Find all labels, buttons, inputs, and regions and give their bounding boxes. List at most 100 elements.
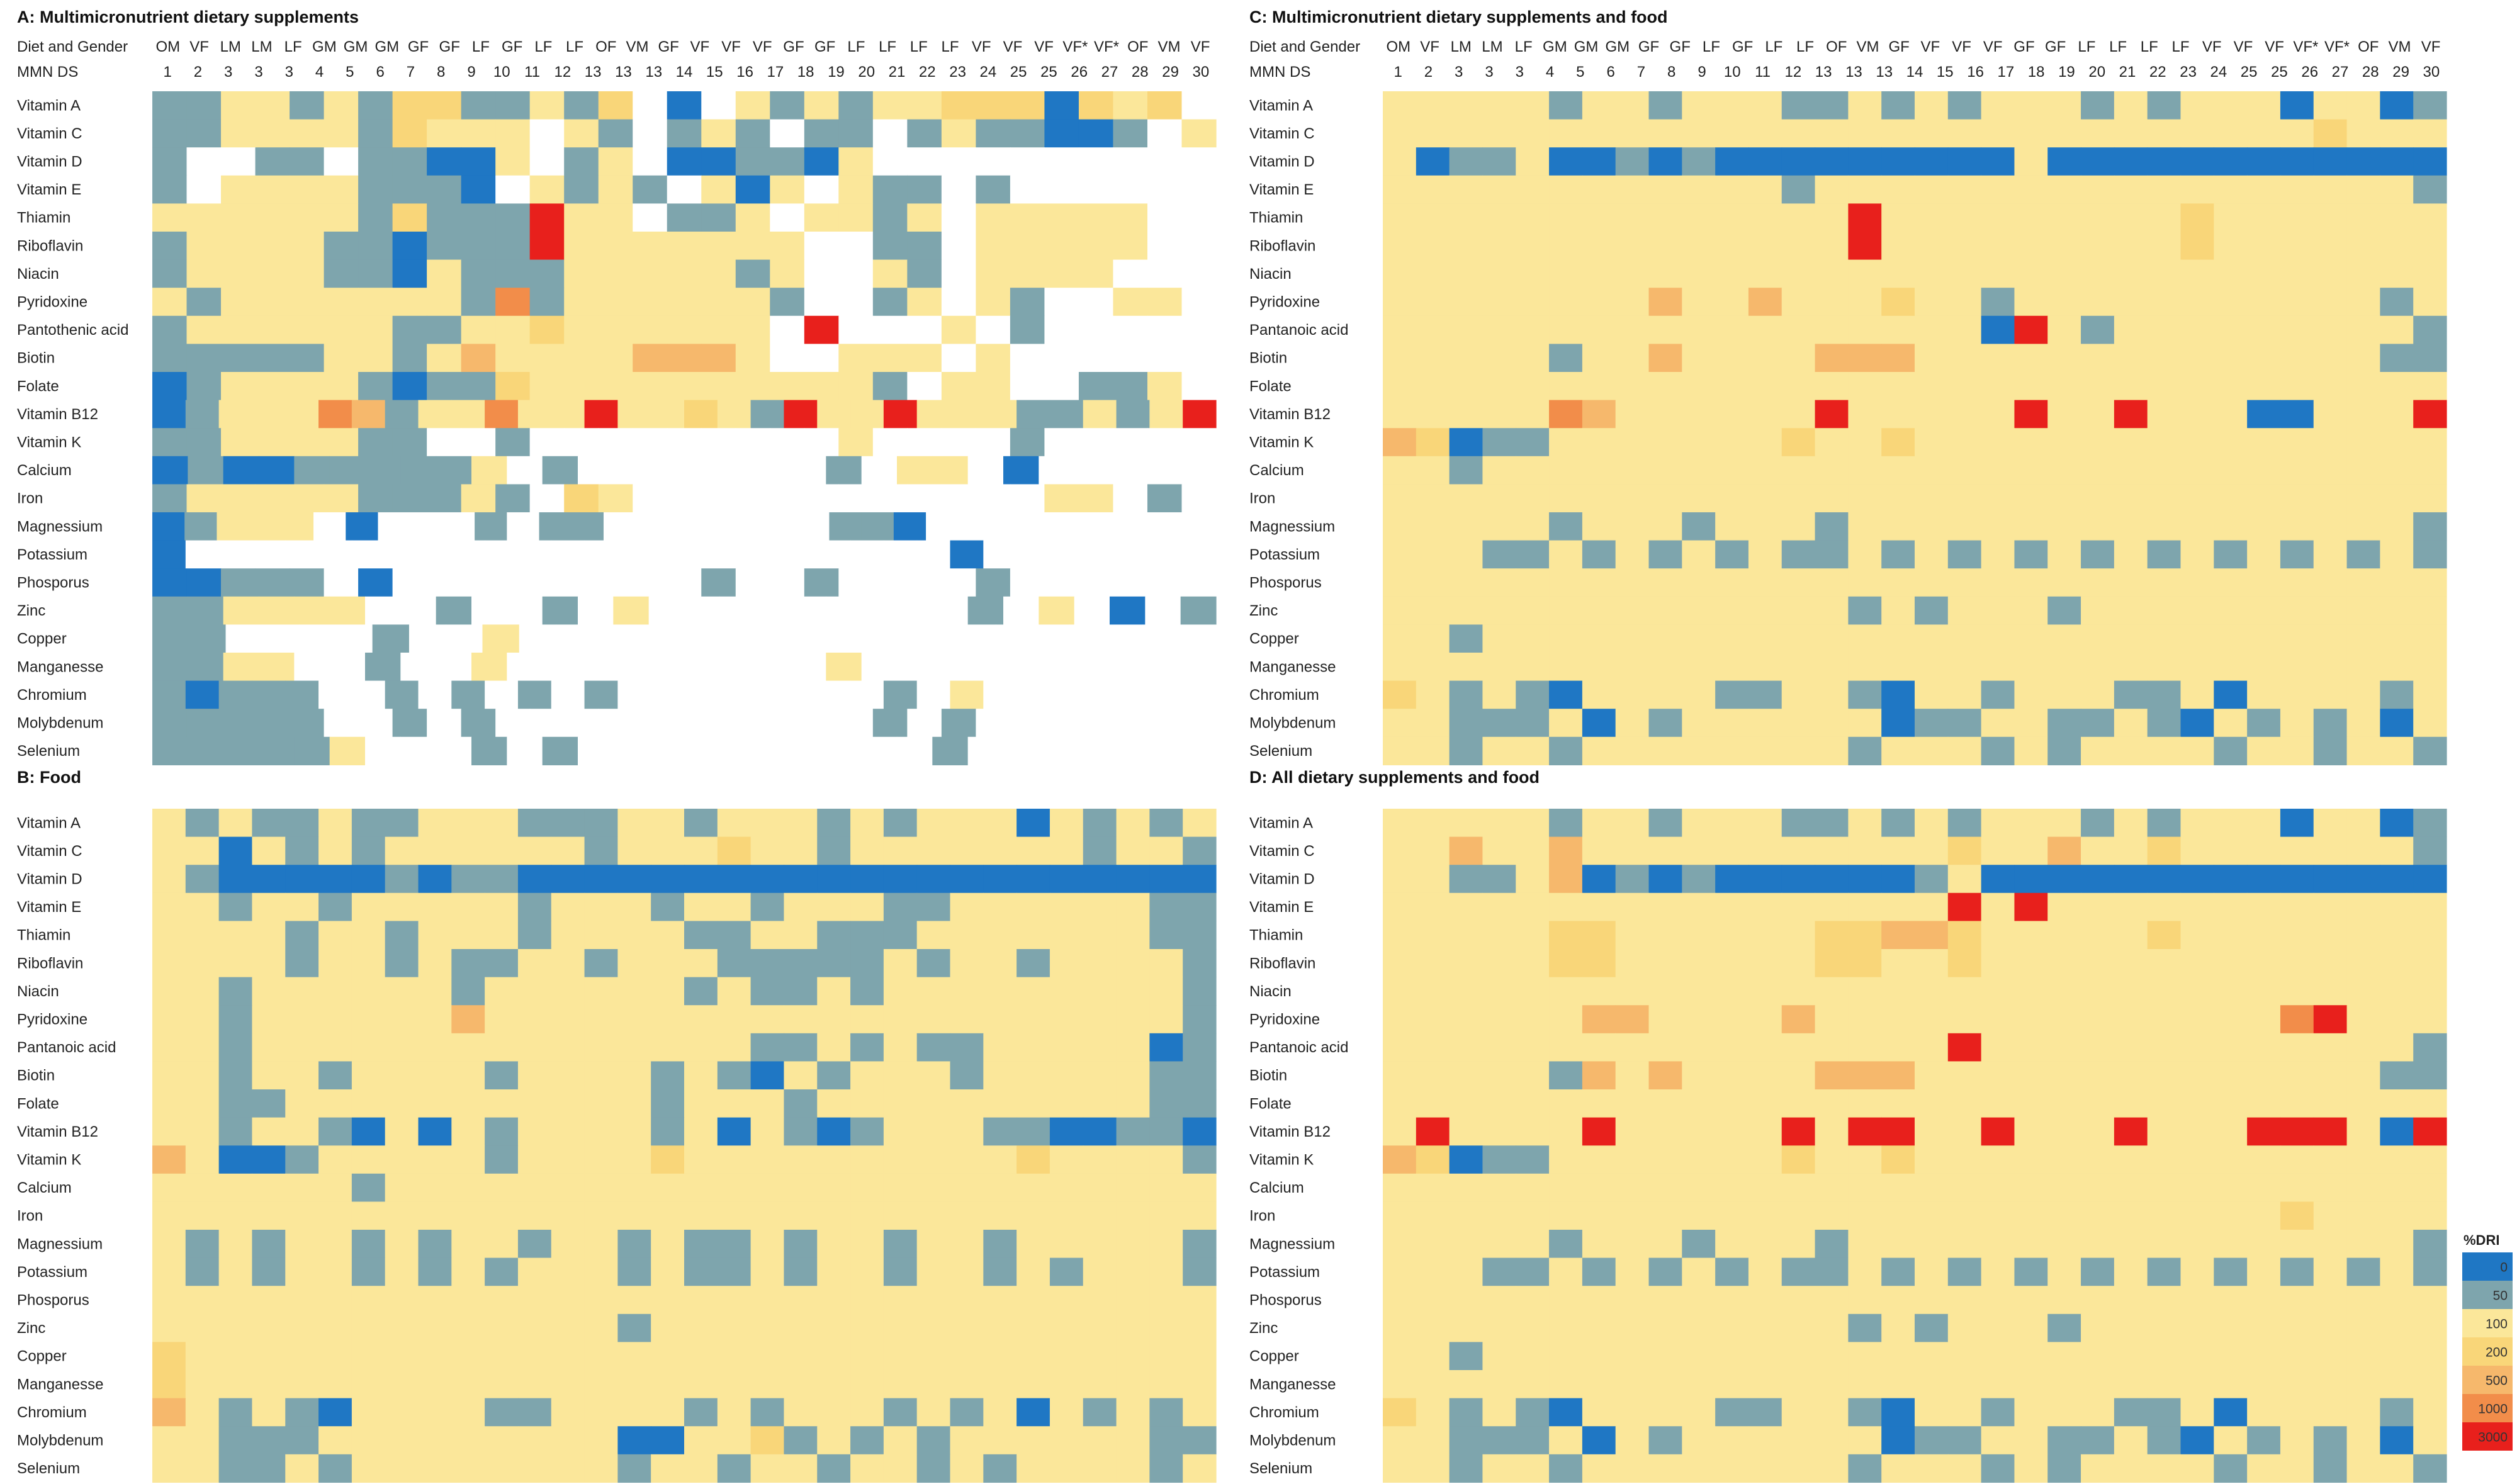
heatmap-cell-B — [252, 865, 286, 894]
heatmap-cell-C — [2413, 568, 2447, 597]
heatmap-cell-A — [598, 175, 633, 204]
heatmap-cell-A — [784, 540, 818, 569]
heatmap-cell-B — [385, 1286, 419, 1315]
heatmap-cell-C — [2346, 203, 2380, 232]
heatmap-cell-C — [1449, 568, 1484, 597]
heatmap-cell-B — [318, 1033, 352, 1062]
heatmap-cell-B — [517, 1370, 552, 1399]
heatmap-cell-B — [252, 1230, 286, 1259]
heatmap-cell-C — [2346, 624, 2380, 653]
heatmap-cell-C — [1682, 203, 1716, 232]
row-label-C: Chromium — [1249, 687, 1319, 704]
heatmap-cell-A — [812, 624, 850, 653]
heatmap-cell-B — [218, 1005, 253, 1034]
heatmap-cell-D — [2280, 1230, 2314, 1259]
heatmap-cell-D — [1449, 1033, 1484, 1062]
header-code-A: VM — [1157, 38, 1180, 55]
heatmap-cell-D — [2313, 1398, 2348, 1427]
heatmap-cell-C — [2413, 624, 2447, 653]
heatmap-cell-A — [1039, 736, 1075, 765]
heatmap-cell-D — [2081, 949, 2115, 978]
heatmap-cell-C — [1815, 203, 1849, 232]
header-code-C: GF — [1888, 38, 1909, 55]
heatmap-cell-C — [1648, 596, 1682, 625]
heatmap-cell-A — [427, 119, 462, 148]
heatmap-cell-B — [551, 1286, 585, 1315]
heatmap-cell-B — [784, 1173, 818, 1202]
heatmap-cell-D — [2280, 1033, 2314, 1062]
heatmap-cell-B — [916, 1313, 951, 1342]
heatmap-cell-B — [850, 1145, 884, 1174]
heatmap-cell-B — [1016, 1313, 1050, 1342]
heatmap-cell-C — [2214, 315, 2248, 344]
heatmap-cell-C — [1416, 484, 1450, 513]
heatmap-cell-D — [2346, 977, 2380, 1006]
heatmap-cell-A — [941, 147, 976, 176]
heatmap-cell-C — [1648, 259, 1682, 288]
heatmap-cell-C — [2014, 372, 2048, 401]
heatmap-cell-A — [281, 512, 314, 541]
heatmap-cell-D — [1682, 1117, 1716, 1146]
row-label-B: Selenium — [17, 1460, 80, 1477]
heatmap-cell-C — [1915, 315, 1949, 344]
heatmap-cell-B — [318, 1173, 352, 1202]
heatmap-cell-A — [804, 147, 839, 176]
heatmap-cell-A — [259, 456, 295, 485]
heatmap-cell-A — [784, 680, 818, 709]
heatmap-cell-C — [1549, 147, 1583, 176]
heatmap-cell-A — [1113, 372, 1148, 401]
heatmap-cell-D — [1881, 1313, 1915, 1342]
heatmap-cell-A — [717, 540, 752, 569]
heatmap-cell-C — [1981, 428, 2015, 457]
heatmap-cell-A — [223, 596, 259, 625]
heatmap-cell-D — [2214, 836, 2248, 865]
heatmap-cell-A — [358, 147, 393, 176]
heatmap-cell-D — [2047, 809, 2081, 838]
heatmap-cell-C — [2380, 540, 2414, 569]
heatmap-cell-B — [385, 836, 419, 865]
heatmap-cell-D — [1947, 1230, 1982, 1259]
heatmap-cell-D — [1848, 921, 1882, 950]
heatmap-cell-D — [2413, 836, 2447, 865]
heatmap-cell-A — [324, 484, 359, 513]
heatmap-cell-B — [850, 1230, 884, 1259]
heatmap-cell-B — [218, 1089, 253, 1118]
heatmap-cell-C — [1648, 428, 1682, 457]
heatmap-cell-C — [1748, 680, 1782, 709]
heatmap-cell-B — [1049, 1286, 1084, 1315]
heatmap-cell-A — [471, 736, 507, 765]
heatmap-cell-A — [1078, 709, 1114, 738]
heatmap-cell-C — [2214, 175, 2248, 204]
row-label-B: Chromium — [17, 1404, 87, 1421]
heatmap-cell-D — [2014, 977, 2048, 1006]
heatmap-cell-C — [1383, 259, 1417, 288]
heatmap-cell-A — [1179, 624, 1217, 653]
heatmap-cell-C — [1582, 653, 1616, 682]
heatmap-cell-A — [578, 596, 614, 625]
heatmap-cell-D — [2280, 1342, 2314, 1371]
heatmap-cell-C — [2346, 596, 2380, 625]
heatmap-cell-C — [1915, 203, 1949, 232]
heatmap-cell-D — [1449, 1089, 1484, 1118]
heatmap-cell-B — [551, 1117, 585, 1146]
heatmap-cell-A — [185, 540, 220, 569]
heatmap-cell-C — [1781, 91, 1816, 120]
row-label-A: Biotin — [17, 350, 55, 367]
heatmap-cell-A — [1181, 709, 1217, 738]
heatmap-cell-A — [1044, 428, 1079, 457]
heatmap-cell-C — [1748, 568, 1782, 597]
heatmap-cell-B — [950, 1257, 984, 1286]
heatmap-cell-B — [152, 1005, 186, 1034]
heatmap-cell-C — [1648, 91, 1682, 120]
heatmap-cell-D — [1682, 1454, 1716, 1483]
heatmap-cell-D — [1881, 1061, 1915, 1090]
header-code-C: VF — [2234, 38, 2253, 55]
heatmap-cell-D — [2346, 1145, 2380, 1174]
heatmap-cell-C — [1449, 680, 1484, 709]
heatmap-cell-A — [1151, 512, 1185, 541]
heatmap-cell-C — [1715, 315, 1749, 344]
heatmap-cell-B — [185, 1033, 220, 1062]
heatmap-cell-D — [2346, 1313, 2380, 1342]
header-number-A: 16 — [736, 64, 753, 81]
heatmap-cell-D — [1815, 1005, 1849, 1034]
